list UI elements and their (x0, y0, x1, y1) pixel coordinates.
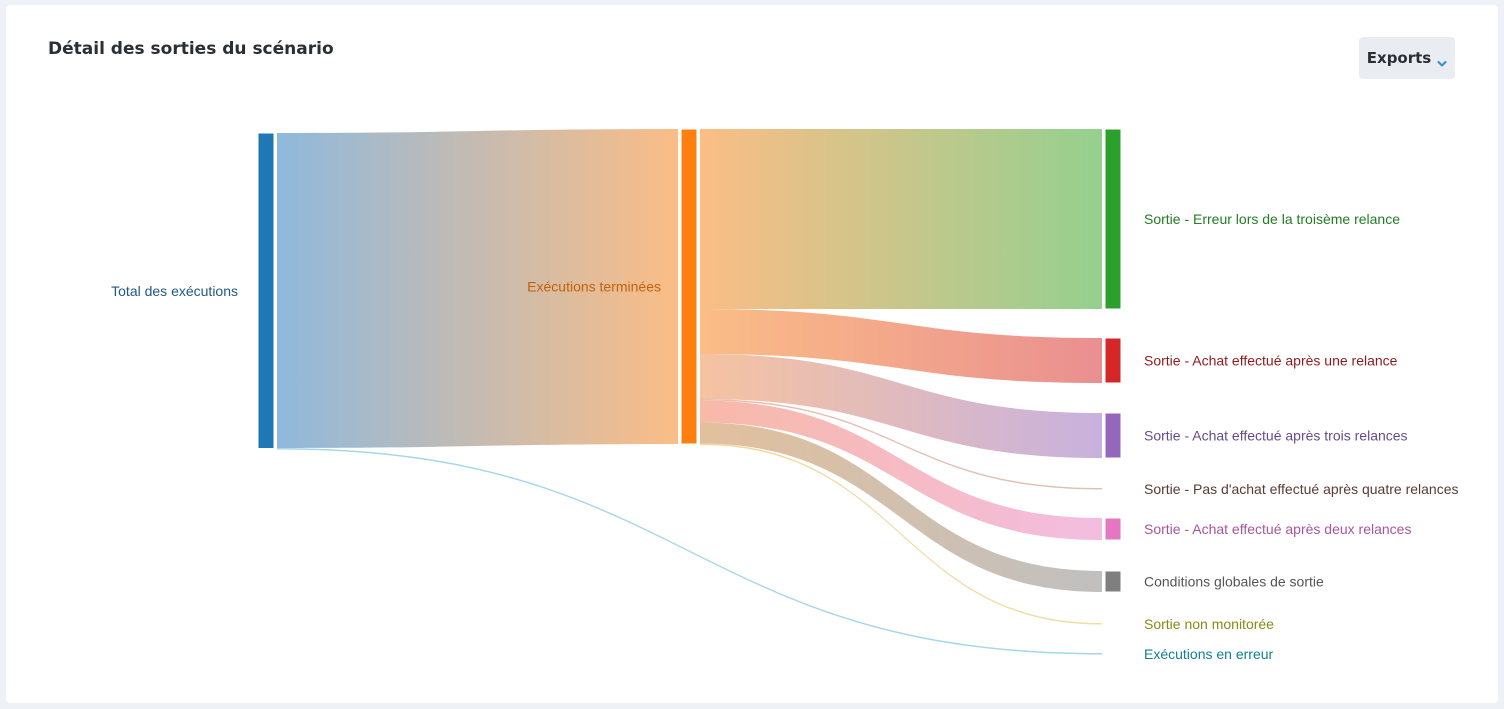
sankey-link-terminees-achat3[interactable] (700, 354, 1102, 458)
sankey-link-terminees-erreur3[interactable] (700, 129, 1102, 309)
sankey-node-achat2[interactable] (1104, 517, 1122, 541)
page-title: Détail des sorties du scénario (48, 39, 334, 59)
sankey-node-total[interactable] (257, 132, 275, 449)
sankey-node-achat1[interactable] (1104, 337, 1122, 384)
sankey-node-label-achat1: Sortie - Achat effectué après une relanc… (1144, 353, 1398, 369)
sankey-link-terminees-nonmonitoree[interactable] (700, 443, 1102, 625)
sankey-link-total-enerreur[interactable] (277, 448, 1102, 655)
exports-button[interactable]: Exports (1359, 37, 1455, 79)
sankey-node-achat3[interactable] (1104, 412, 1122, 459)
sankey-link-terminees-pasachat4[interactable] (700, 399, 1102, 490)
sankey-node-label-conditions: Conditions globales de sortie (1144, 574, 1324, 590)
sankey-node-label-total: Total des exécutions (111, 283, 238, 299)
sankey-link-terminees-achat1[interactable] (700, 309, 1102, 383)
sankey-node-label-enerreur: Exécutions en erreur (1144, 646, 1274, 662)
sankey-node-conditions[interactable] (1104, 570, 1122, 593)
sankey-link-terminees-achat2[interactable] (700, 400, 1102, 541)
sankey-node-label-nonmonitoree: Sortie non monitorée (1144, 616, 1274, 632)
sankey-node-label-erreur3: Sortie - Erreur lors de la troisème rela… (1144, 211, 1400, 227)
chevron-down-icon (1437, 54, 1447, 67)
sankey-link-total-terminees[interactable] (277, 129, 678, 448)
sankey-node-label-pasachat4: Sortie - Pas d'achat effectué après quat… (1144, 481, 1459, 497)
sankey-node-label-achat3: Sortie - Achat effectué après trois rela… (1144, 428, 1408, 444)
sankey-node-terminees[interactable] (680, 128, 698, 445)
sankey-link-terminees-conditions[interactable] (700, 422, 1102, 593)
sankey-node-label-terminees: Exécutions terminées (527, 279, 661, 295)
exports-label: Exports (1366, 49, 1432, 67)
sankey-node-label-achat2: Sortie - Achat effectué après deux relan… (1144, 521, 1411, 537)
sankey-node-erreur3[interactable] (1104, 128, 1122, 310)
